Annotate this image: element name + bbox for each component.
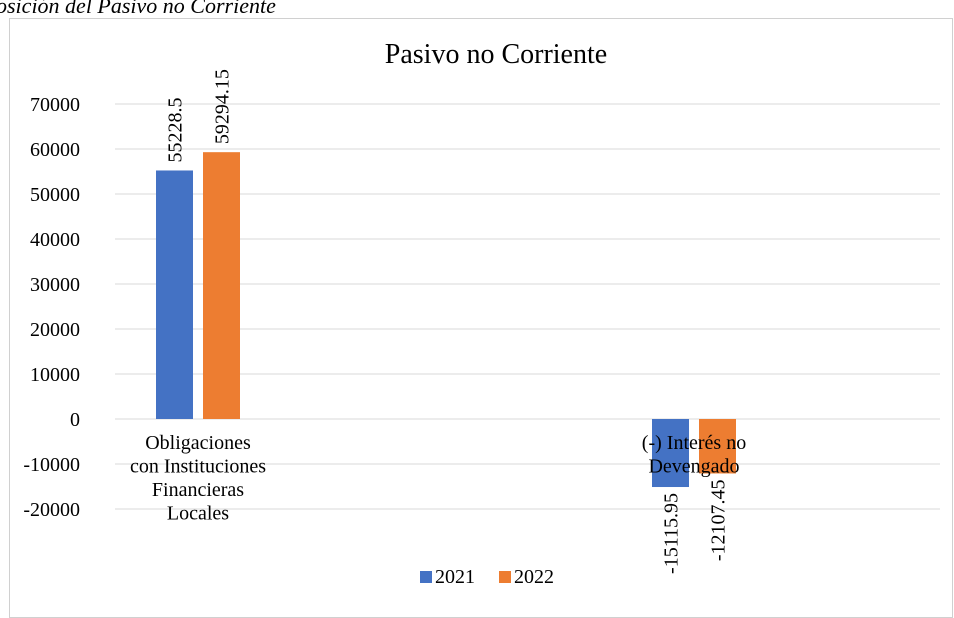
category-label: (-) Interés no (642, 432, 746, 454)
chart-title: Pasivo no Corriente (385, 39, 607, 70)
legend-label: 2021 (435, 566, 475, 588)
legend-swatch-2021 (420, 571, 432, 583)
legend-label: 2022 (514, 566, 554, 588)
y-tick-label: 0 (70, 409, 80, 431)
category-label: con Instituciones (130, 456, 266, 478)
figure-caption: osición del Pasivo no Corriente (0, 0, 276, 18)
y-tick-label: 40000 (30, 229, 80, 251)
y-tick-label: 10000 (30, 364, 80, 386)
y-axis-tick-labels: 70000 60000 50000 40000 30000 20000 10000 0 -100… (23, 94, 80, 521)
y-tick-label: 20000 (30, 319, 80, 341)
data-label: -15115.95 (661, 493, 683, 574)
y-tick-label: -10000 (23, 454, 80, 476)
bar-2022 (203, 152, 240, 419)
data-labels: 55228.5 -15115.95 59294.15 -12107.45 (165, 69, 730, 574)
gridlines (115, 103, 940, 510)
bar-2022 (699, 419, 736, 474)
legend: 2021 2022 (420, 566, 554, 588)
bar-2021 (156, 170, 193, 419)
y-tick-label: -20000 (23, 499, 80, 521)
bars (156, 152, 736, 488)
category-label: Devengado (648, 456, 739, 478)
data-label: 55228.5 (165, 97, 187, 162)
legend-swatch-2022 (499, 571, 511, 583)
category-label: Obligaciones (145, 432, 251, 454)
y-tick-label: 70000 (30, 94, 80, 116)
y-tick-label: 60000 (30, 139, 80, 161)
category-label: Financieras (152, 479, 244, 501)
data-label: -12107.45 (708, 479, 730, 561)
y-tick-label: 30000 (30, 274, 80, 296)
category-label: Locales (167, 503, 229, 525)
bar-2021 (652, 419, 689, 488)
y-tick-label: 50000 (30, 184, 80, 206)
data-label: 59294.15 (212, 69, 234, 144)
